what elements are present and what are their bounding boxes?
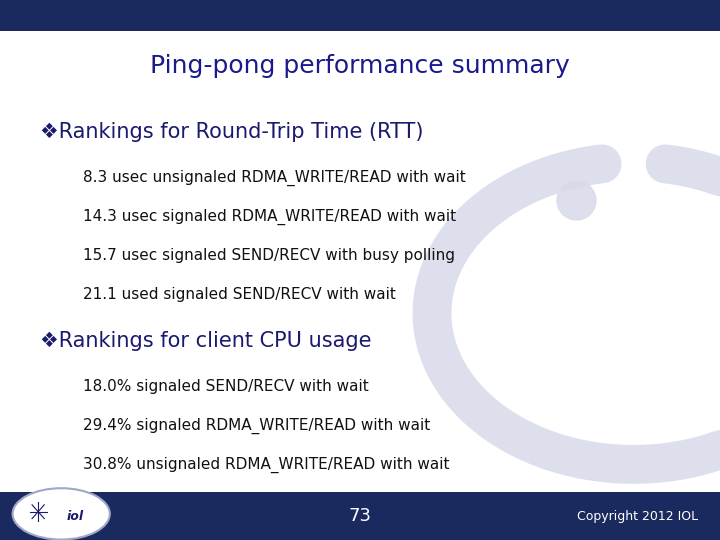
Text: Ping-pong performance summary: Ping-pong performance summary — [150, 55, 570, 78]
Text: iol: iol — [67, 510, 84, 523]
Text: 15.7 usec signaled SEND/RECV with busy polling: 15.7 usec signaled SEND/RECV with busy p… — [83, 248, 455, 264]
Text: 8.3 usec unsignaled RDMA_WRITE/READ with wait: 8.3 usec unsignaled RDMA_WRITE/READ with… — [83, 170, 466, 186]
Text: Copyright 2012 IOL: Copyright 2012 IOL — [577, 510, 698, 523]
Bar — [0, 0, 720, 31]
Text: 29.4% signaled RDMA_WRITE/READ with wait: 29.4% signaled RDMA_WRITE/READ with wait — [83, 417, 430, 434]
Text: 30.8% unsignaled RDMA_WRITE/READ with wait: 30.8% unsignaled RDMA_WRITE/READ with wa… — [83, 456, 449, 472]
Ellipse shape — [13, 488, 110, 539]
Text: ❖Rankings for Round-Trip Time (RTT): ❖Rankings for Round-Trip Time (RTT) — [40, 122, 423, 143]
Text: ❖Rankings for client CPU usage: ❖Rankings for client CPU usage — [40, 330, 371, 351]
Text: 14.3 usec signaled RDMA_WRITE/READ with wait: 14.3 usec signaled RDMA_WRITE/READ with … — [83, 209, 456, 225]
Text: 18.0% signaled SEND/RECV with wait: 18.0% signaled SEND/RECV with wait — [83, 379, 369, 394]
Text: 100%  signaled SEND/RECV with busy polling: 100% signaled SEND/RECV with busy pollin… — [83, 496, 429, 511]
Text: 21.1 used signaled SEND/RECV with wait: 21.1 used signaled SEND/RECV with wait — [83, 287, 396, 302]
Text: 73: 73 — [348, 507, 372, 525]
Bar — [0, 492, 720, 540]
